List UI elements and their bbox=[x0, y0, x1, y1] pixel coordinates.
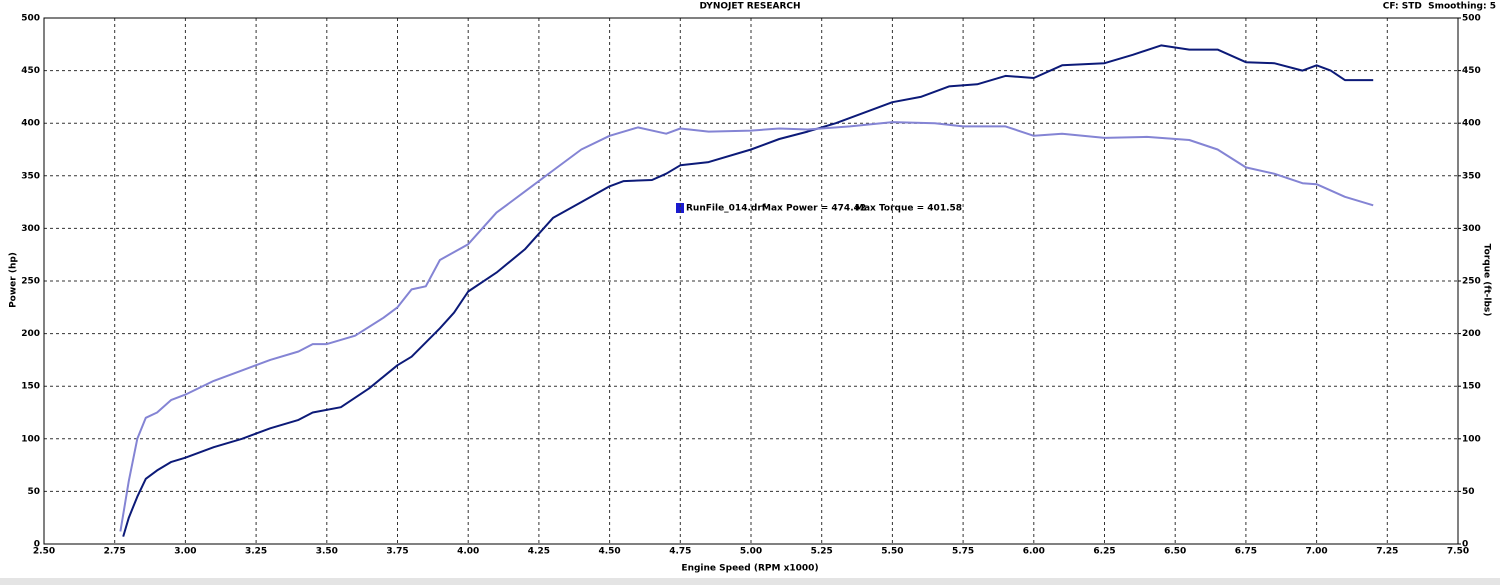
chart-subtitle: CF: STD Smoothing: 5 bbox=[1383, 2, 1496, 12]
legend-label: RunFile_014.drf bbox=[686, 204, 766, 214]
y2-axis-label: Torque (ft-lbs) bbox=[1482, 244, 1492, 317]
x-tick-label: 4.25 bbox=[528, 547, 550, 557]
x-tick-label: 7.00 bbox=[1305, 547, 1327, 557]
y-tick-label: 400 bbox=[21, 119, 40, 129]
y2-tick-label: 0 bbox=[1462, 540, 1468, 550]
annotation: Max Power = 474.42 bbox=[762, 204, 866, 214]
y2-tick-label: 100 bbox=[1462, 434, 1481, 444]
x-tick-label: 3.00 bbox=[174, 547, 196, 557]
x-tick-label: 6.00 bbox=[1023, 547, 1045, 557]
y2-tick-label: 250 bbox=[1462, 277, 1481, 287]
y-tick-label: 0 bbox=[34, 540, 40, 550]
annotation: Max Torque = 401.58 bbox=[855, 204, 962, 214]
y2-tick-label: 400 bbox=[1462, 119, 1481, 129]
x-tick-label: 5.25 bbox=[811, 547, 833, 557]
x-tick-label: 6.50 bbox=[1164, 547, 1186, 557]
y-tick-label: 150 bbox=[21, 382, 40, 392]
x-tick-label: 2.50 bbox=[33, 547, 55, 557]
y-tick-label: 500 bbox=[21, 14, 40, 24]
x-tick-label: 4.50 bbox=[598, 547, 620, 557]
y2-tick-label: 150 bbox=[1462, 382, 1481, 392]
x-tick-label: 2.75 bbox=[104, 547, 126, 557]
y-tick-label: 300 bbox=[21, 224, 40, 234]
status-strip bbox=[0, 578, 1500, 585]
y2-tick-label: 500 bbox=[1462, 14, 1481, 24]
x-axis-label: Engine Speed (RPM x1000) bbox=[681, 564, 818, 574]
y2-tick-label: 350 bbox=[1462, 171, 1481, 181]
x-tick-label: 5.00 bbox=[740, 547, 762, 557]
y2-tick-label: 450 bbox=[1462, 66, 1481, 76]
y-tick-label: 350 bbox=[21, 171, 40, 181]
x-tick-label: 4.75 bbox=[669, 547, 691, 557]
x-tick-label: 3.25 bbox=[245, 547, 267, 557]
series-line bbox=[122, 44, 1374, 537]
x-tick-label: 6.25 bbox=[1093, 547, 1115, 557]
series-line bbox=[119, 121, 1374, 532]
y-tick-label: 450 bbox=[21, 66, 40, 76]
x-tick-label: 7.50 bbox=[1447, 547, 1469, 557]
legend-swatch bbox=[676, 203, 684, 213]
y-tick-label: 50 bbox=[27, 487, 40, 497]
x-tick-label: 7.25 bbox=[1376, 547, 1398, 557]
x-tick-label: 5.50 bbox=[881, 547, 903, 557]
x-tick-label: 4.00 bbox=[457, 547, 479, 557]
chart-title: DYNOJET RESEARCH bbox=[699, 2, 800, 12]
y-tick-label: 250 bbox=[21, 277, 40, 287]
x-tick-label: 3.75 bbox=[386, 547, 408, 557]
x-tick-label: 3.50 bbox=[316, 547, 338, 557]
y-tick-label: 200 bbox=[21, 329, 40, 339]
y2-tick-label: 300 bbox=[1462, 224, 1481, 234]
y2-tick-label: 200 bbox=[1462, 329, 1481, 339]
y-axis-label: Power (hp) bbox=[9, 252, 19, 308]
y-tick-label: 100 bbox=[21, 434, 40, 444]
y2-tick-label: 50 bbox=[1462, 487, 1475, 497]
plot-frame bbox=[43, 17, 1459, 545]
x-tick-label: 6.75 bbox=[1235, 547, 1257, 557]
x-tick-label: 5.75 bbox=[952, 547, 974, 557]
